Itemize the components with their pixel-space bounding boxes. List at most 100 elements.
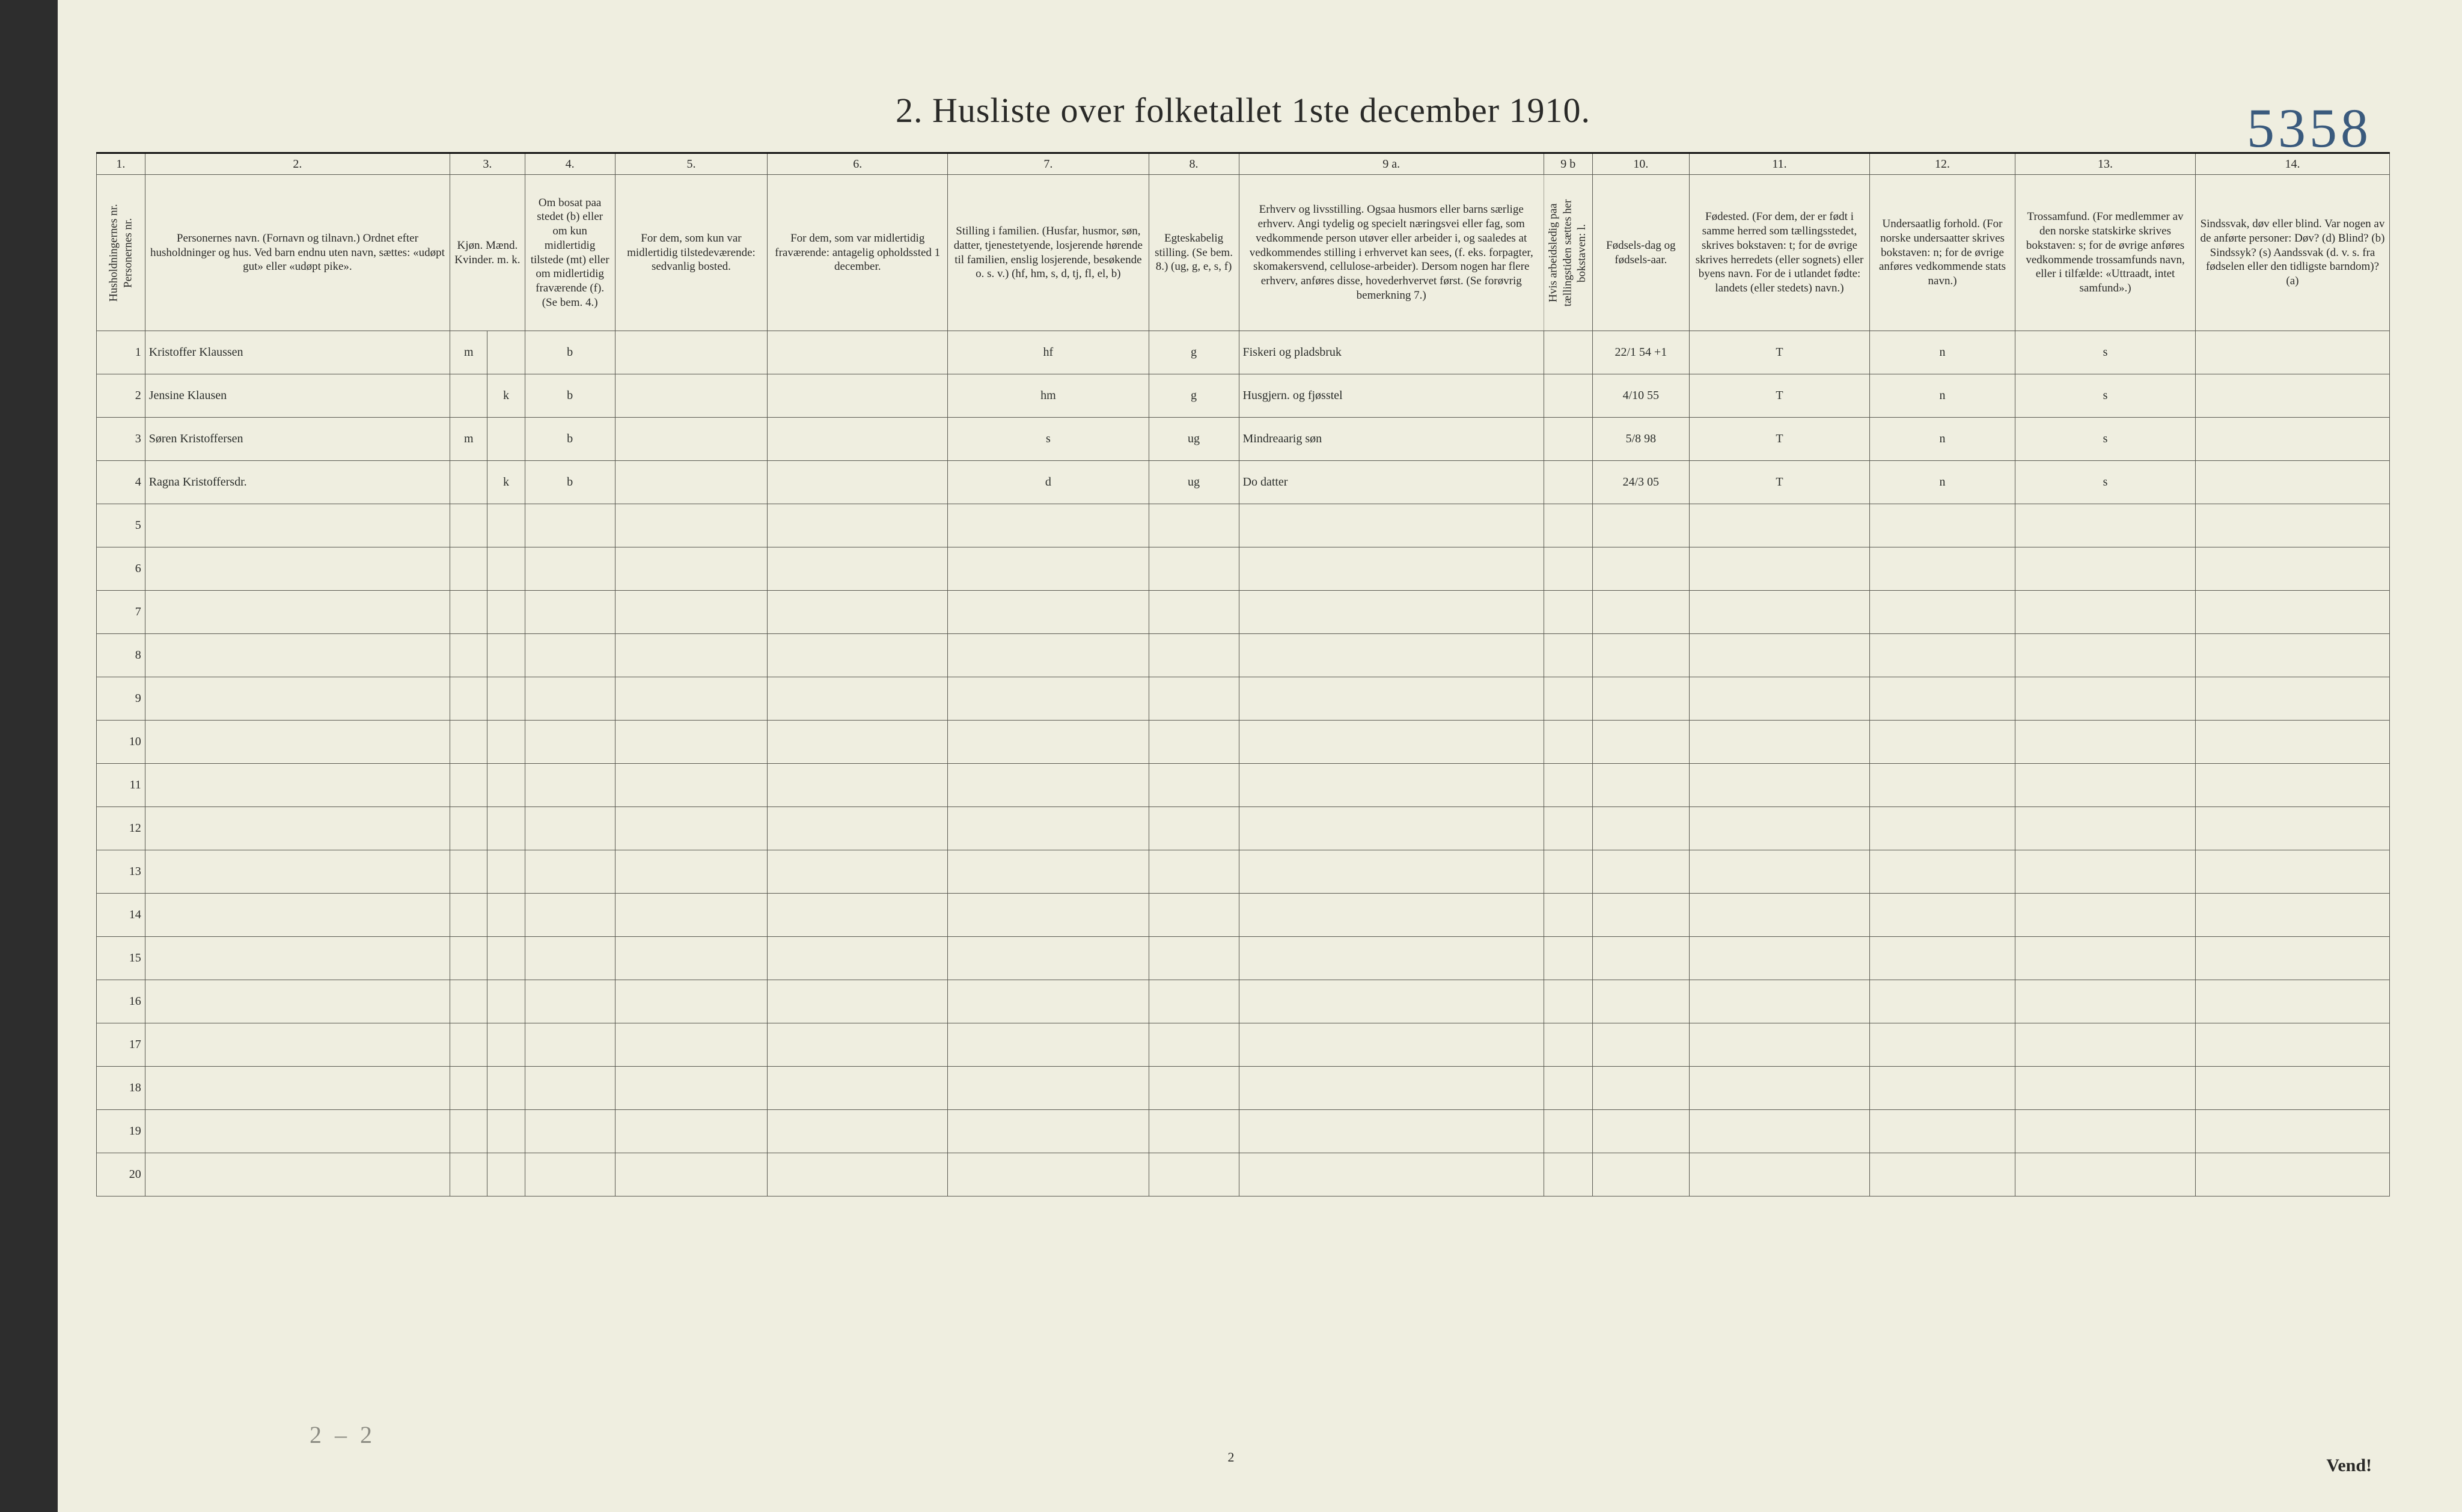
empty-cell <box>948 894 1149 937</box>
empty-cell <box>1592 1067 1689 1110</box>
empty-cell <box>525 634 615 677</box>
hdr-7: Stilling i familien. (Husfar, husmor, sø… <box>948 175 1149 331</box>
colnum-6: 6. <box>768 153 948 175</box>
hdr-13: Trossamfund. (For medlemmer av den norsk… <box>2015 175 2196 331</box>
empty-cell <box>1544 937 1592 980</box>
cell-stilling: d <box>948 461 1149 504</box>
empty-cell <box>1544 1067 1592 1110</box>
empty-cell: 19 <box>97 1110 145 1153</box>
empty-cell <box>948 1023 1149 1067</box>
empty-cell <box>1690 980 1870 1023</box>
empty-cell <box>2015 721 2196 764</box>
empty-cell <box>487 1023 525 1067</box>
table-row: 8 <box>97 634 2390 677</box>
empty-cell <box>487 937 525 980</box>
empty-cell <box>487 1110 525 1153</box>
empty-cell <box>1690 807 1870 850</box>
hdr-6: For dem, som var midlertidig fraværende:… <box>768 175 948 331</box>
empty-cell <box>1592 591 1689 634</box>
empty-cell <box>1592 764 1689 807</box>
empty-cell <box>1239 721 1544 764</box>
empty-cell <box>615 807 768 850</box>
empty-cell <box>768 1153 948 1196</box>
empty-cell <box>615 1023 768 1067</box>
empty-cell <box>2195 504 2389 547</box>
empty-cell <box>768 504 948 547</box>
empty-cell <box>768 1110 948 1153</box>
empty-cell <box>1544 980 1592 1023</box>
empty-cell <box>2015 1110 2196 1153</box>
empty-cell <box>450 1023 487 1067</box>
handwritten-page-number: 5358 <box>2247 96 2372 160</box>
empty-cell <box>2195 1023 2389 1067</box>
empty-cell <box>1544 634 1592 677</box>
empty-cell: 13 <box>97 850 145 894</box>
empty-cell <box>1592 980 1689 1023</box>
empty-cell <box>145 980 450 1023</box>
empty-cell <box>1544 721 1592 764</box>
cell-name: Kristoffer Klaussen <box>145 331 450 374</box>
empty-cell <box>615 1110 768 1153</box>
empty-cell <box>1592 634 1689 677</box>
colnum-12: 12. <box>1869 153 2015 175</box>
empty-cell <box>1592 504 1689 547</box>
empty-cell <box>1239 677 1544 721</box>
empty-cell <box>615 1153 768 1196</box>
empty-cell <box>768 1023 948 1067</box>
empty-cell <box>1869 1153 2015 1196</box>
table-row: 11 <box>97 764 2390 807</box>
empty-cell <box>1239 634 1544 677</box>
empty-cell <box>1690 504 1870 547</box>
empty-cell <box>525 677 615 721</box>
empty-cell <box>450 634 487 677</box>
empty-cell <box>1592 547 1689 591</box>
empty-cell <box>948 634 1149 677</box>
empty-cell: 12 <box>97 807 145 850</box>
empty-cell <box>525 504 615 547</box>
cell-c9b <box>1544 461 1592 504</box>
table-row: 20 <box>97 1153 2390 1196</box>
empty-cell <box>2015 1067 2196 1110</box>
empty-cell <box>1592 1153 1689 1196</box>
empty-cell <box>145 764 450 807</box>
table-row: 10 <box>97 721 2390 764</box>
empty-cell <box>1592 807 1689 850</box>
empty-cell <box>948 1153 1149 1196</box>
empty-cell <box>145 850 450 894</box>
empty-cell: 15 <box>97 937 145 980</box>
cell-sex-k <box>487 331 525 374</box>
empty-cell <box>1869 980 2015 1023</box>
empty-cell <box>2195 980 2389 1023</box>
empty-cell <box>948 591 1149 634</box>
empty-cell <box>145 807 450 850</box>
table-row: 13 <box>97 850 2390 894</box>
cell-fodsel: 24/3 05 <box>1592 461 1689 504</box>
empty-cell <box>450 1110 487 1153</box>
empty-cell <box>2195 764 2389 807</box>
row-number: 4 <box>97 461 145 504</box>
empty-cell <box>1592 850 1689 894</box>
cell-c9b <box>1544 418 1592 461</box>
empty-cell <box>487 1153 525 1196</box>
hdr-11: Fødested. (For dem, der er født i samme … <box>1690 175 1870 331</box>
empty-cell <box>1239 547 1544 591</box>
empty-cell <box>1544 764 1592 807</box>
empty-cell <box>768 850 948 894</box>
empty-cell <box>1149 850 1239 894</box>
empty-cell: 9 <box>97 677 145 721</box>
empty-cell <box>1869 677 2015 721</box>
cell-name: Søren Kristoffersen <box>145 418 450 461</box>
hdr-3: Kjøn. Mænd. Kvinder. m. k. <box>450 175 525 331</box>
cell-bosat: b <box>525 418 615 461</box>
empty-cell <box>1690 1153 1870 1196</box>
empty-cell <box>615 764 768 807</box>
empty-cell <box>1149 721 1239 764</box>
empty-cell <box>525 980 615 1023</box>
hdr-2: Personernes navn. (Fornavn og tilnavn.) … <box>145 175 450 331</box>
header-row: Husholdningernes nr. Personernes nr. Per… <box>97 175 2390 331</box>
cell-c6 <box>768 418 948 461</box>
empty-cell <box>1544 677 1592 721</box>
data-rows-body: 1Kristoffer KlaussenmbhfgFiskeri og plad… <box>97 331 2390 504</box>
table-row: 14 <box>97 894 2390 937</box>
empty-cell <box>948 504 1149 547</box>
